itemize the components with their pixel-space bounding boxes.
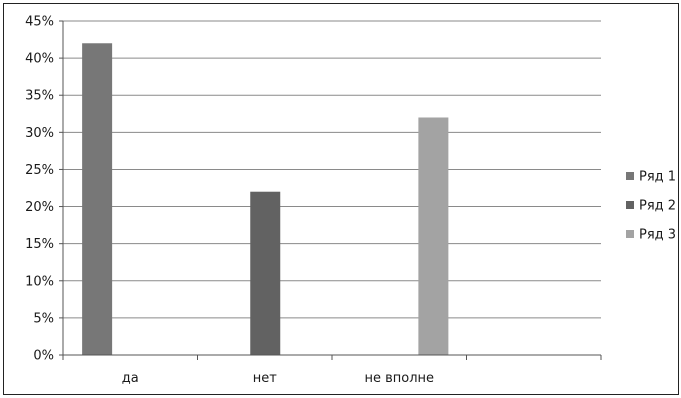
legend: Ряд 1 Ряд 2 Ряд 3 xyxy=(626,170,676,243)
bar xyxy=(250,191,281,355)
x-tick-label: нет xyxy=(253,371,277,386)
grid-lines xyxy=(63,20,601,319)
y-tick-label: 25% xyxy=(25,163,54,178)
y-tick-label: 10% xyxy=(25,274,54,289)
y-tick-label: 15% xyxy=(25,237,54,252)
legend-swatch xyxy=(626,230,634,238)
bars xyxy=(82,43,449,356)
y-tick-label: 30% xyxy=(25,126,54,141)
x-axis xyxy=(62,21,602,360)
y-tick-label: 45% xyxy=(25,15,54,30)
bar-chart: 0% 5% 10% 15% 20% 25% 30% 35% 40% 45% да нет не впо… xyxy=(25,15,676,387)
y-tick-label: 20% xyxy=(25,200,54,215)
y-tick-label: 35% xyxy=(25,89,54,104)
legend-label: Ряд 2 xyxy=(639,199,676,214)
legend-swatch xyxy=(626,201,634,209)
y-axis-ticks: 0% 5% 10% 15% 20% 25% 30% 35% 40% 45% xyxy=(25,15,63,364)
y-tick-label: 0% xyxy=(33,349,54,364)
bar xyxy=(82,43,113,356)
bar xyxy=(418,117,449,355)
x-tick-label: не вполне xyxy=(364,371,434,386)
x-axis-labels: да нет не вполне xyxy=(122,371,434,386)
legend-swatch xyxy=(626,172,634,180)
legend-label: Ряд 3 xyxy=(639,228,676,243)
y-tick-label: 5% xyxy=(33,311,54,326)
legend-label: Ряд 1 xyxy=(639,170,676,185)
chart-frame: 0% 5% 10% 15% 20% 25% 30% 35% 40% 45% да нет не впо… xyxy=(3,3,679,395)
x-tick-label: да xyxy=(122,371,139,386)
y-tick-label: 40% xyxy=(25,52,54,67)
